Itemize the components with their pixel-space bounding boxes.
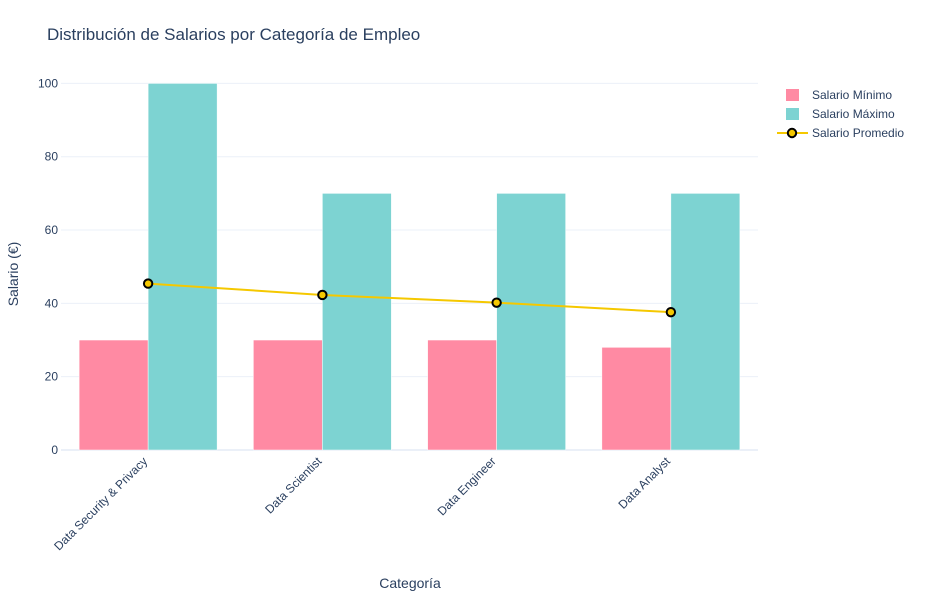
bar-salario-maximo[interactable] bbox=[322, 193, 392, 451]
legend-item[interactable]: Salario Máximo bbox=[786, 107, 895, 121]
bar-salario-minimo[interactable] bbox=[253, 339, 323, 451]
average-point[interactable] bbox=[665, 306, 677, 318]
bar-salario-minimo[interactable] bbox=[601, 347, 672, 451]
y-tick-labels: 0 20 40 60 80 100 bbox=[38, 76, 58, 457]
average-point[interactable] bbox=[491, 297, 502, 308]
x-tick-label: Data Analyst bbox=[615, 454, 673, 512]
bars bbox=[78, 83, 741, 451]
legend-swatch bbox=[786, 89, 799, 101]
average-line bbox=[142, 278, 677, 318]
legend-label: Salario Mínimo bbox=[812, 88, 892, 102]
y-axis-title: Salario (€) bbox=[5, 242, 21, 307]
x-axis-title: Categoría bbox=[379, 575, 441, 591]
legend-swatch bbox=[786, 108, 799, 120]
y-tick-label: 100 bbox=[38, 76, 58, 90]
average-point[interactable] bbox=[142, 278, 154, 289]
bar-salario-maximo[interactable] bbox=[670, 193, 741, 451]
legend-label: Salario Máximo bbox=[812, 107, 895, 121]
bar-salario-minimo[interactable] bbox=[78, 339, 149, 451]
legend[interactable]: Salario Mínimo Salario Máximo Salario Prom… bbox=[777, 88, 904, 140]
y-tick-label: 20 bbox=[45, 370, 59, 384]
x-tick-label: Data Scientist bbox=[262, 454, 325, 517]
bar-salario-maximo[interactable] bbox=[147, 83, 218, 451]
average-line-path bbox=[148, 282, 671, 314]
y-tick-label: 40 bbox=[45, 296, 59, 310]
legend-item[interactable]: Salario Mínimo bbox=[786, 88, 892, 102]
x-tick-labels: Data Security & Privacy Data Scientist Dat… bbox=[51, 454, 673, 553]
y-tick-label: 80 bbox=[45, 150, 59, 164]
average-point[interactable] bbox=[317, 289, 328, 301]
bar-salario-minimo[interactable] bbox=[427, 339, 497, 451]
chart-title: Distribución de Salarios por Categoría d… bbox=[47, 25, 420, 44]
legend-item[interactable]: Salario Promedio bbox=[777, 126, 904, 140]
x-tick-label: Data Security & Privacy bbox=[51, 454, 150, 553]
y-tick-label: 0 bbox=[51, 443, 58, 457]
bar-salario-maximo[interactable] bbox=[496, 193, 566, 451]
y-tick-label: 60 bbox=[45, 223, 59, 237]
legend-marker bbox=[786, 127, 798, 139]
x-tick-label: Data Engineer bbox=[435, 454, 499, 518]
legend-label: Salario Promedio bbox=[812, 126, 904, 140]
